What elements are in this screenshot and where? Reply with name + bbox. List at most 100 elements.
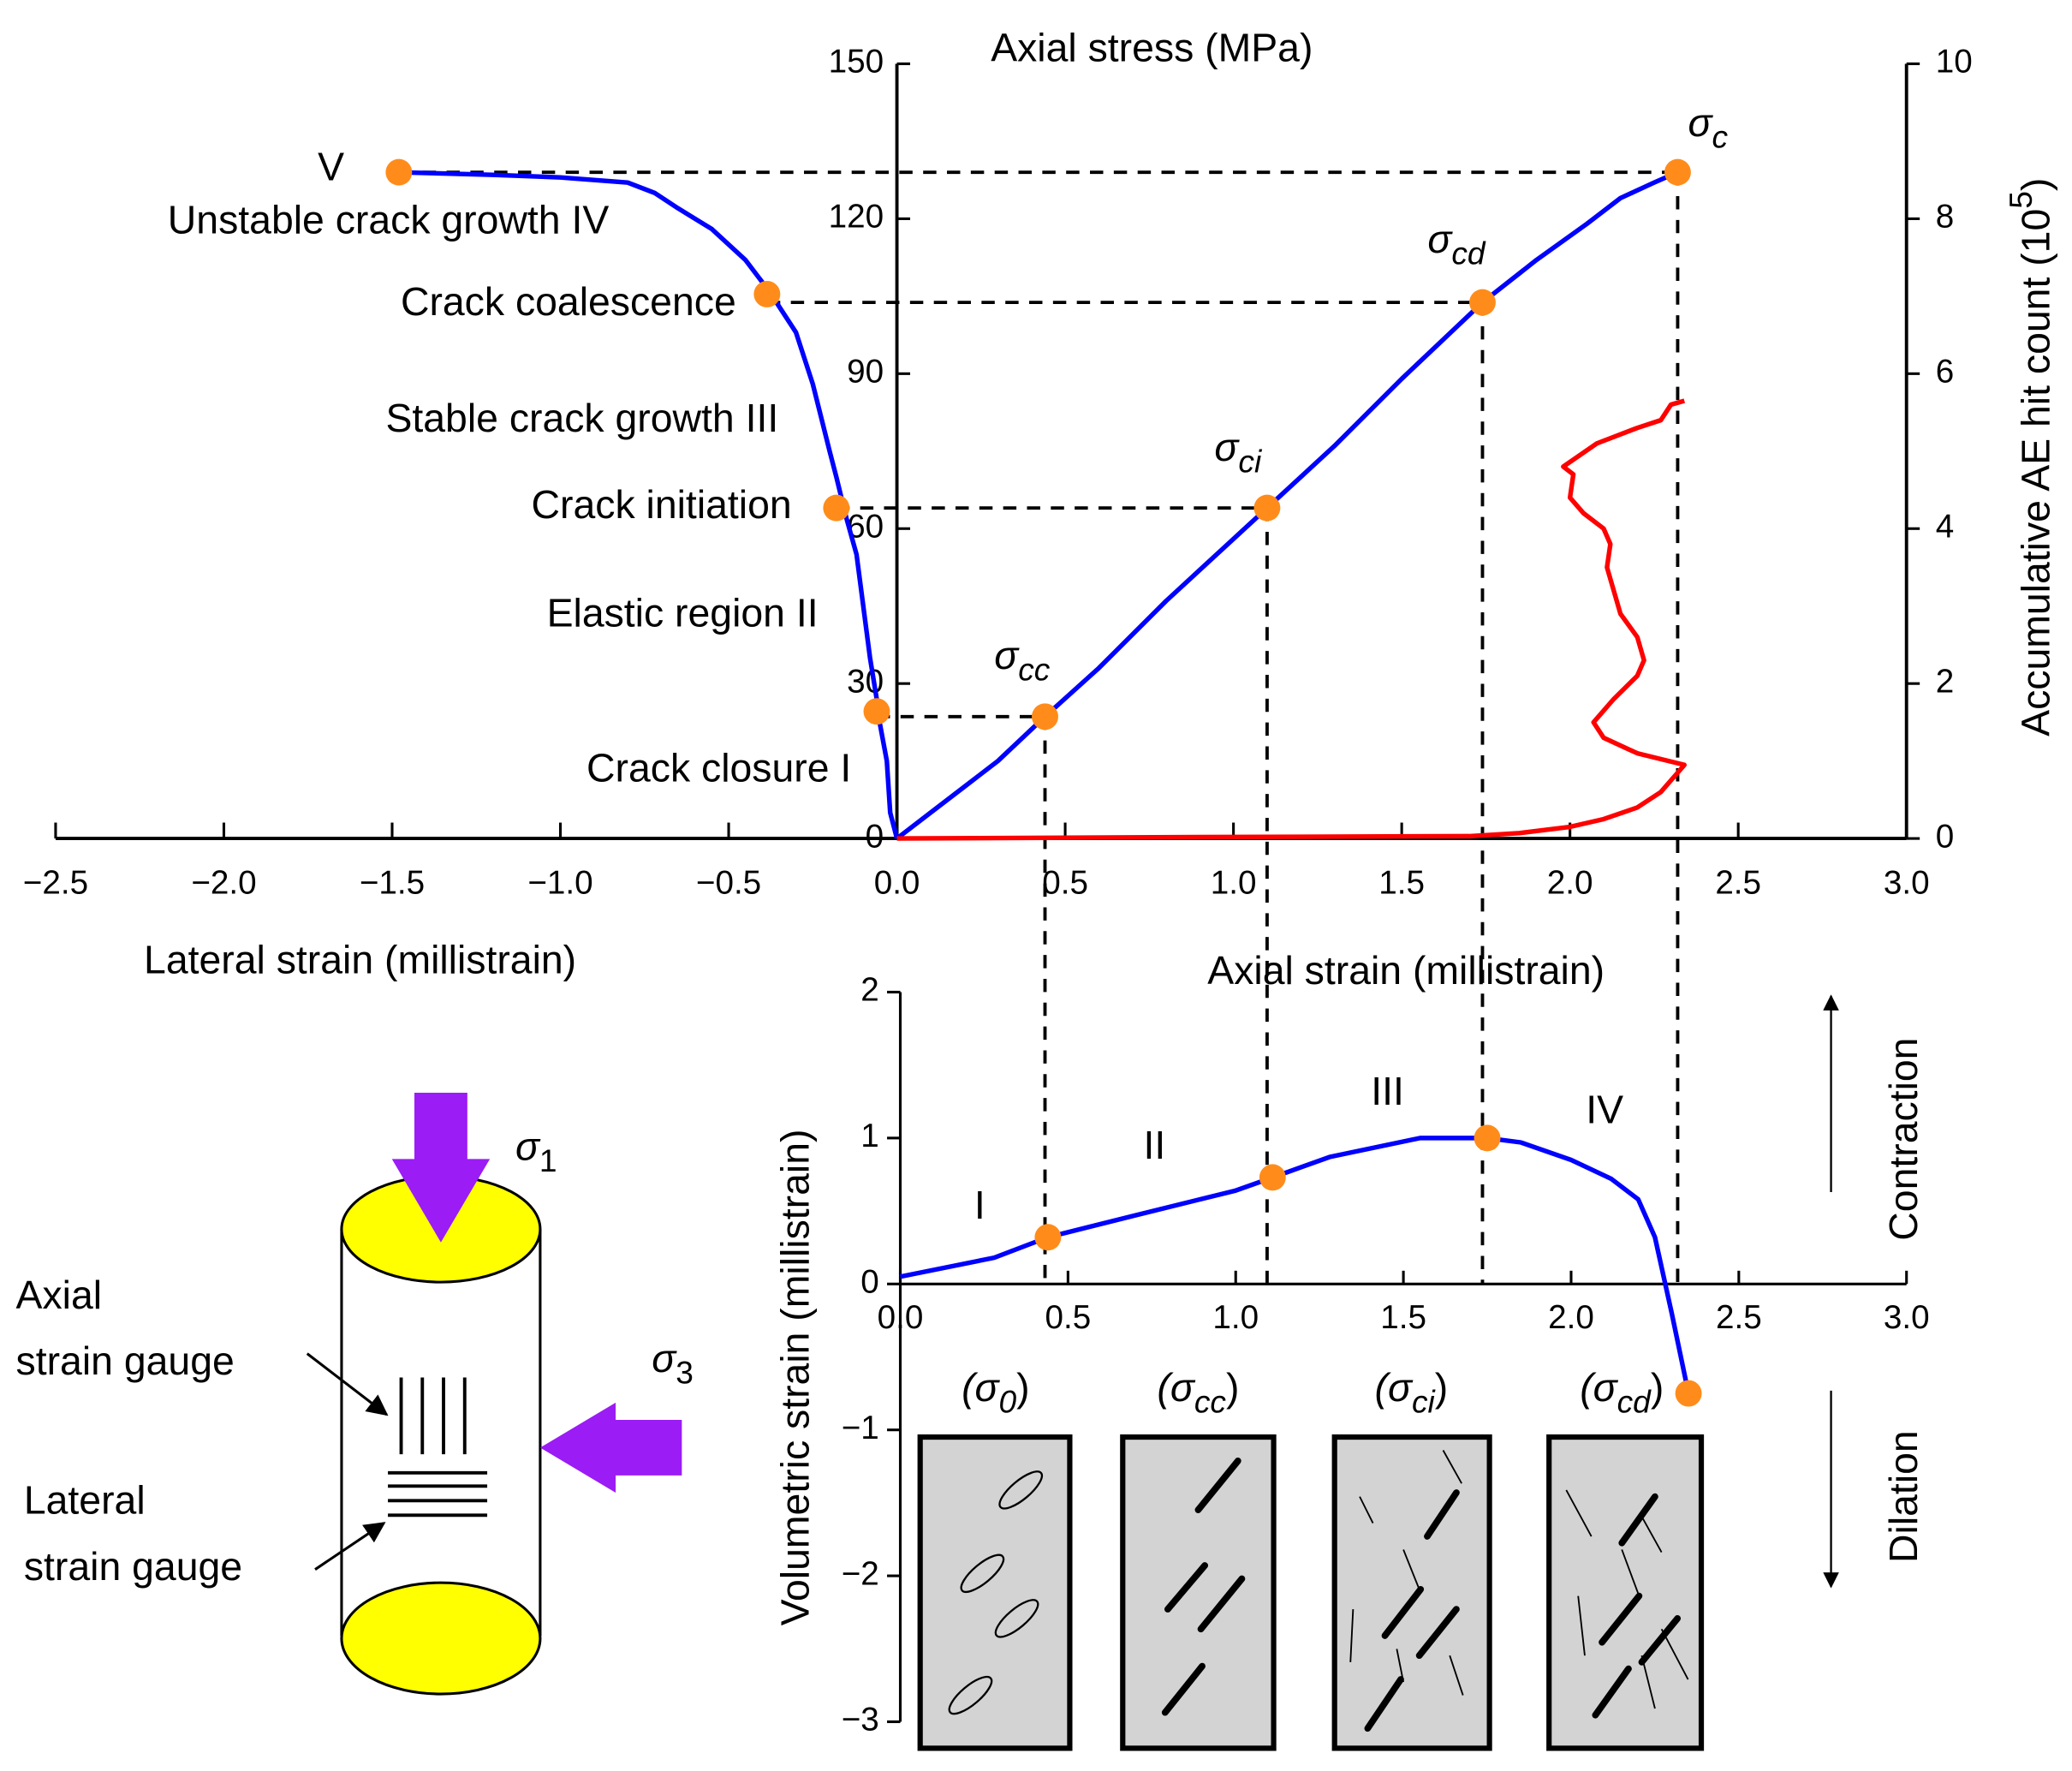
label-end: ) — [1016, 1365, 1029, 1410]
x-tick-label: 0.0 — [874, 864, 920, 901]
x-axis-title: Lateral strain (millistrain) — [144, 938, 576, 982]
line-series — [895, 170, 1679, 841]
y-tick-label: −3 — [842, 1702, 879, 1738]
y2-tick-label: 0 — [1936, 818, 1955, 855]
point — [1034, 1224, 1062, 1251]
axial-gauge — [399, 1377, 467, 1455]
label-sub: c — [1712, 118, 1728, 154]
y-tick-label: 1 — [860, 1118, 879, 1154]
y-axis-title: Volumetric strain (millistrain) — [773, 1130, 818, 1626]
point — [1469, 289, 1496, 316]
point — [1675, 1380, 1702, 1407]
gauge-label: Lateral — [24, 1478, 146, 1523]
label-sub: cc — [1194, 1383, 1227, 1419]
label-sub: cd — [1617, 1383, 1652, 1419]
label-text: σ — [652, 1336, 677, 1380]
stage-label: Stable crack growth III — [385, 396, 778, 440]
point-label: σcc — [994, 633, 1051, 687]
x-tick-label: 1.5 — [1378, 864, 1425, 901]
label-sub: cd — [1451, 236, 1486, 271]
y-tick-label: 0 — [866, 818, 884, 855]
point — [1032, 703, 1058, 730]
x-axis-title: Axial strain (millistrain) — [1207, 948, 1605, 993]
stage-label: Elastic region II — [547, 591, 819, 635]
gauge-label: Axial — [16, 1273, 103, 1317]
confining-arrow — [539, 1402, 682, 1493]
x-tick-label: 3.0 — [1884, 1299, 1930, 1336]
label-text: (σ — [1580, 1365, 1618, 1410]
point-label: σc — [1688, 100, 1728, 154]
y2-tick-label: 6 — [1936, 354, 1955, 391]
point — [1259, 1164, 1286, 1191]
y-tick-label: 90 — [847, 354, 884, 391]
x-tick-label: 2.5 — [1716, 1299, 1762, 1336]
stage-label: Contraction — [1881, 1038, 1926, 1241]
y2-tick-label: 8 — [1936, 199, 1955, 236]
cylinder-bottom — [340, 1581, 542, 1696]
label-text: σ — [994, 633, 1020, 677]
line-series — [899, 1136, 1691, 1394]
x-tick-label: −1.5 — [360, 864, 425, 901]
leader-arrow — [314, 1522, 386, 1571]
stage-label: Unstable crack growth IV — [168, 197, 610, 242]
y-tick-label: 0 — [860, 1263, 879, 1300]
label-text: (σ — [1375, 1365, 1414, 1410]
line-series — [896, 398, 1688, 841]
label-end: ) — [1435, 1365, 1448, 1410]
y-tick-label: −2 — [842, 1555, 879, 1592]
cracks — [1161, 1458, 1682, 1732]
y2-tick-label: 4 — [1936, 508, 1955, 545]
label-text: σ — [1214, 425, 1240, 469]
y-tick-label: 120 — [829, 199, 884, 236]
x-tick-label: 2.5 — [1715, 864, 1761, 901]
label-sub: cc — [1018, 651, 1051, 687]
x-tick-label: 3.0 — [1884, 864, 1930, 901]
crack-box — [1546, 1434, 1705, 1751]
point — [385, 158, 413, 186]
specimen — [306, 1093, 682, 1696]
y-tick-label: 2 — [860, 972, 879, 1009]
point — [823, 494, 850, 522]
x-tick-label: 2.0 — [1548, 1299, 1594, 1336]
crack-boxes — [917, 1434, 1705, 1751]
state-label: (σcc) — [1157, 1365, 1239, 1419]
label-end: ) — [1651, 1365, 1664, 1410]
crack-box — [917, 1434, 1073, 1751]
x-tick-label: 1.5 — [1380, 1299, 1426, 1336]
state-label: (σcd) — [1580, 1365, 1664, 1419]
title-text: Accumulative AE hit count (10 — [2014, 209, 2058, 736]
x-tick-label: 0.5 — [1045, 1299, 1092, 1336]
state-label: (σci) — [1375, 1365, 1449, 1419]
stage-label: IV — [1586, 1087, 1623, 1131]
load-arrow — [391, 1093, 491, 1243]
gauge-label: strain gauge — [24, 1544, 242, 1589]
stress-label: σ3 — [652, 1336, 694, 1390]
y2-axis-title: Accumulative AE hit count (105) — [2003, 178, 2058, 736]
crack-box — [1120, 1434, 1277, 1751]
x-tick-label: 1.0 — [1211, 864, 1257, 901]
x-tick-label: −0.5 — [696, 864, 761, 901]
stage-label: II — [1144, 1123, 1166, 1167]
x-tick-label: −2.5 — [23, 864, 88, 901]
y-axis-title: Axial stress (MPa) — [991, 25, 1313, 69]
x-tick-label: −2.0 — [191, 864, 256, 901]
lateral-gauge — [388, 1470, 488, 1518]
leader-arrow — [306, 1352, 389, 1416]
label-sub: 0 — [999, 1383, 1017, 1419]
stage-label: Crack coalescence — [401, 279, 736, 324]
label-end: ) — [1226, 1365, 1239, 1410]
stage-label: V — [318, 144, 344, 188]
x-tick-label: 2.0 — [1547, 864, 1593, 901]
point — [1253, 494, 1281, 522]
label-text: σ — [515, 1124, 541, 1169]
crack-box — [1331, 1434, 1492, 1751]
stage-label: Dilation — [1881, 1430, 1926, 1563]
gauge-label: strain gauge — [16, 1339, 235, 1383]
y2-tick-label: 10 — [1936, 44, 1973, 80]
label-text: σ — [1688, 100, 1713, 145]
label-text: (σ — [1157, 1365, 1195, 1410]
point — [1664, 158, 1691, 186]
y-tick-label: 150 — [829, 44, 884, 80]
